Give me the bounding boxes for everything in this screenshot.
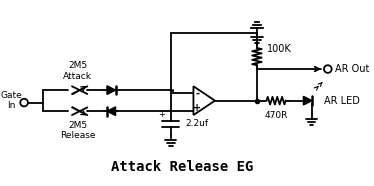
Text: 2M5
Attack: 2M5 Attack xyxy=(63,61,92,81)
Text: Gate
In: Gate In xyxy=(1,91,22,110)
Text: +: + xyxy=(159,110,166,119)
Text: Attack Release EG: Attack Release EG xyxy=(111,161,253,174)
Text: 100K: 100K xyxy=(267,44,291,54)
Text: AR LED: AR LED xyxy=(324,96,360,106)
Text: 2.2uf: 2.2uf xyxy=(185,119,208,128)
Text: -: - xyxy=(195,89,199,98)
Text: 2M5
Release: 2M5 Release xyxy=(60,121,95,140)
Polygon shape xyxy=(303,96,312,105)
Text: 470R: 470R xyxy=(264,111,288,120)
Text: AR Out: AR Out xyxy=(335,64,370,74)
Text: +: + xyxy=(193,103,201,113)
Polygon shape xyxy=(107,107,116,116)
Polygon shape xyxy=(107,86,116,94)
